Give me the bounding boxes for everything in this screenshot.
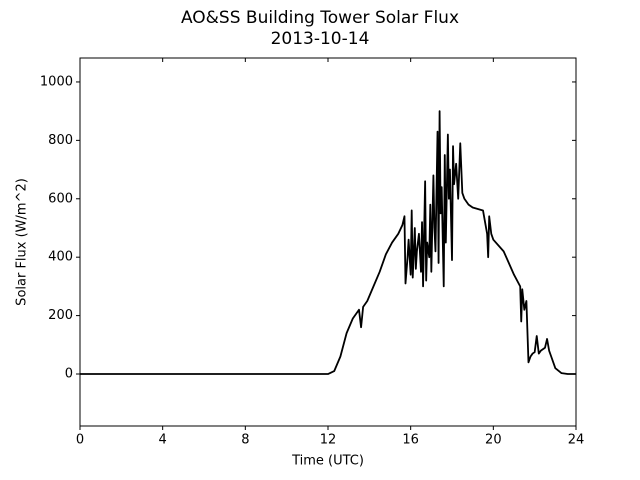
x-tick-label: 24 (568, 433, 585, 448)
x-tick-label: 16 (402, 433, 419, 448)
x-tick-label: 8 (241, 433, 249, 448)
chart-subtitle: 2013-10-14 (271, 29, 370, 49)
plot-frame (79, 57, 577, 427)
y-tick-label: 0 (65, 367, 73, 382)
y-tick-label: 1000 (40, 74, 73, 89)
y-tick-label: 200 (48, 308, 73, 323)
x-tick-label: 20 (485, 433, 502, 448)
y-tick-label: 800 (48, 133, 73, 148)
x-tick-label: 0 (76, 433, 84, 448)
data-line (80, 110, 576, 375)
x-axis-label: Time (UTC) (291, 454, 364, 469)
x-tick-label: 4 (159, 433, 167, 448)
chart-title: AO&SS Building Tower Solar Flux (181, 8, 459, 28)
y-tick-label: 600 (48, 191, 73, 206)
y-tick-label: 400 (48, 250, 73, 265)
x-tick-label: 12 (320, 433, 337, 448)
y-axis-label: Solar Flux (W/m^2) (15, 178, 30, 306)
